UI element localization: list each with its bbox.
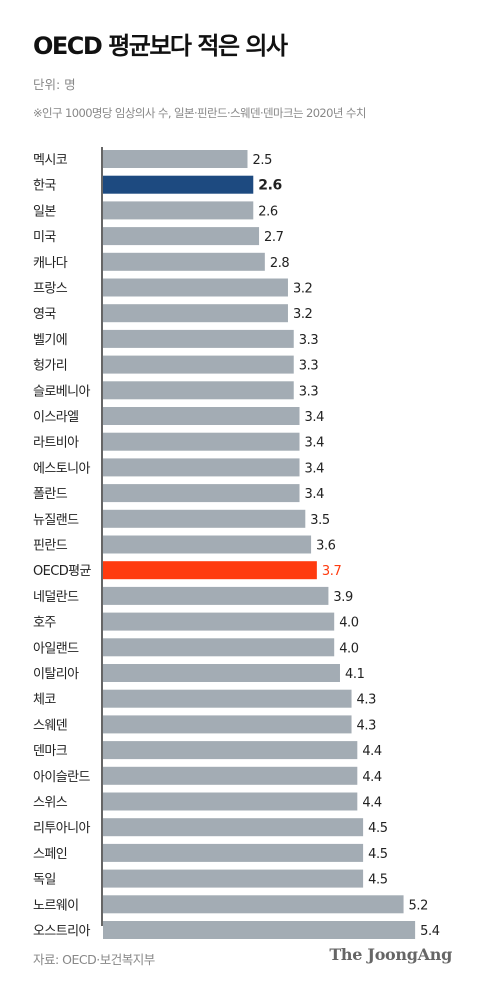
category-label: 일본 bbox=[33, 204, 56, 219]
category-label: 영국 bbox=[33, 307, 56, 322]
bar bbox=[103, 818, 364, 837]
bar bbox=[103, 689, 352, 708]
category-label: 호주 bbox=[33, 616, 56, 631]
value-label: 3.7 bbox=[322, 564, 342, 579]
value-label: 4.3 bbox=[357, 693, 377, 708]
category-label: 독일 bbox=[33, 873, 56, 888]
value-label: 3.4 bbox=[305, 436, 325, 451]
value-label: 3.6 bbox=[316, 539, 336, 554]
source-label: 자료: OECD·보건복지부 bbox=[33, 952, 155, 967]
bar bbox=[103, 715, 352, 734]
bar bbox=[103, 304, 288, 323]
value-label: 4.3 bbox=[357, 718, 377, 733]
category-label: 아일랜드 bbox=[33, 641, 79, 656]
bar bbox=[103, 869, 364, 888]
value-label: 3.9 bbox=[333, 590, 353, 605]
value-label: 4.4 bbox=[362, 796, 382, 811]
bar bbox=[103, 535, 312, 554]
category-label: 멕시코 bbox=[33, 153, 68, 168]
value-label: 4.0 bbox=[339, 641, 359, 656]
bar bbox=[103, 561, 317, 580]
bar bbox=[103, 484, 300, 503]
bar bbox=[103, 150, 248, 168]
value-label: 5.2 bbox=[409, 898, 428, 913]
value-label: 3.3 bbox=[299, 384, 319, 399]
value-label: 2.7 bbox=[264, 230, 284, 245]
category-label: 이스라엘 bbox=[33, 410, 78, 425]
category-label: 체코 bbox=[33, 693, 56, 708]
category-label: 스페인 bbox=[33, 847, 67, 862]
category-label: OECD평균 bbox=[33, 564, 91, 579]
bar bbox=[103, 843, 364, 862]
value-label: 4.4 bbox=[362, 744, 382, 759]
bar bbox=[103, 201, 254, 220]
value-label: 3.4 bbox=[305, 410, 325, 425]
category-label: 핀란드 bbox=[33, 539, 68, 554]
value-label: 3.2 bbox=[293, 282, 312, 297]
value-label: 3.3 bbox=[299, 359, 319, 374]
bar bbox=[103, 612, 335, 631]
bar bbox=[103, 586, 329, 605]
bar bbox=[103, 355, 294, 374]
category-label: 프랑스 bbox=[33, 282, 68, 297]
category-label: 슬로베니아 bbox=[33, 384, 90, 399]
category-label: 라트비아 bbox=[33, 436, 79, 451]
bar bbox=[103, 766, 358, 785]
bar bbox=[103, 638, 335, 657]
value-label: 2.6 bbox=[258, 204, 278, 219]
value-label: 3.2 bbox=[293, 307, 312, 322]
category-label: 아이슬란드 bbox=[33, 770, 90, 785]
value-label: 3.4 bbox=[305, 487, 325, 502]
value-label: 4.5 bbox=[368, 873, 388, 888]
category-label: 리투아니아 bbox=[33, 821, 90, 836]
category-label: 네덜란드 bbox=[33, 590, 79, 605]
value-label: 4.4 bbox=[362, 770, 382, 785]
value-label: 3.5 bbox=[310, 513, 330, 528]
category-label: 에스토니아 bbox=[33, 461, 90, 476]
chart-title: OECD 평균보다 적은 의사 bbox=[33, 32, 288, 60]
value-label: 2.5 bbox=[253, 153, 273, 168]
category-label: 한국 bbox=[33, 179, 56, 194]
bar bbox=[103, 741, 358, 760]
bar bbox=[103, 509, 306, 528]
value-label: 4.5 bbox=[368, 847, 388, 862]
category-label: 스위스 bbox=[33, 796, 68, 811]
category-label: 캐나다 bbox=[33, 256, 68, 271]
category-label: 이탈리아 bbox=[33, 667, 79, 682]
bar bbox=[103, 252, 265, 271]
bar bbox=[103, 921, 416, 939]
category-label: 덴마크 bbox=[33, 744, 68, 759]
bar bbox=[103, 278, 288, 297]
category-label: 폴란드 bbox=[33, 487, 68, 502]
category-label: 스웨덴 bbox=[33, 718, 67, 733]
value-label: 2.8 bbox=[270, 256, 290, 271]
unit-label: 단위: 명 bbox=[33, 77, 76, 92]
bar bbox=[103, 227, 260, 246]
footnote: ※인구 1000명당 임상의사 수, 일본·핀란드·스웨덴·덴마크는 2020년… bbox=[33, 106, 366, 120]
category-label: 뉴질랜드 bbox=[33, 513, 79, 528]
brand-logo: The JoongAng bbox=[329, 945, 452, 964]
category-label: 오스트리아 bbox=[33, 924, 90, 939]
category-label: 노르웨이 bbox=[33, 898, 78, 913]
category-label: 벨기에 bbox=[33, 333, 67, 348]
bar bbox=[103, 458, 300, 477]
bar bbox=[103, 792, 358, 811]
value-label: 4.0 bbox=[339, 616, 359, 631]
value-label: 5.4 bbox=[420, 924, 440, 939]
value-label: 4.5 bbox=[368, 821, 388, 836]
value-label: 4.1 bbox=[345, 667, 365, 682]
value-label: 3.3 bbox=[299, 333, 319, 348]
category-label: 헝가리 bbox=[33, 359, 67, 374]
bar bbox=[103, 432, 300, 451]
bar bbox=[103, 381, 294, 400]
value-label: 2.6 bbox=[258, 178, 282, 194]
bar bbox=[103, 895, 404, 914]
bar bbox=[103, 664, 340, 682]
bar bbox=[103, 329, 294, 348]
category-label: 미국 bbox=[33, 230, 56, 245]
bar bbox=[103, 407, 300, 425]
bar bbox=[103, 175, 254, 194]
value-label: 3.4 bbox=[305, 461, 325, 476]
